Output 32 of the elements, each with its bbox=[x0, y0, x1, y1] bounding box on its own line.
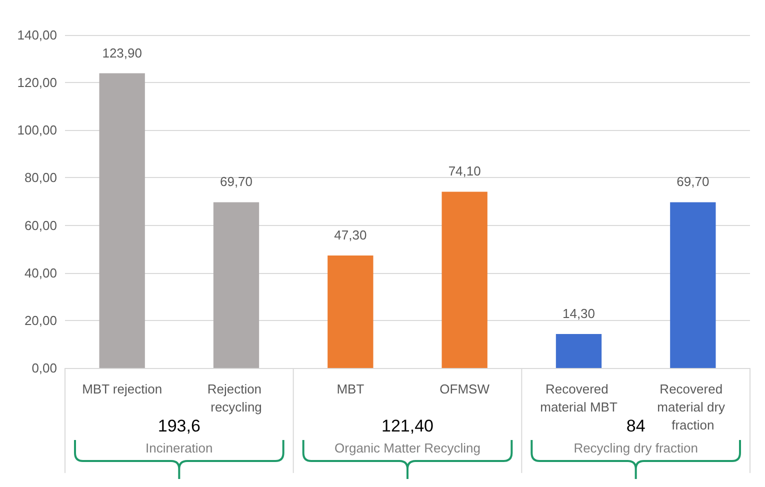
data-label: 47,30 bbox=[334, 227, 367, 242]
data-label: 69,70 bbox=[676, 174, 710, 190]
y-tick-label: 100,00 bbox=[17, 122, 57, 138]
data-label: 14,30 bbox=[562, 306, 596, 321]
x-tick-label: MBT rejection bbox=[82, 382, 162, 396]
x-tick-label: Rejection recycling bbox=[207, 382, 266, 414]
text: Recycling dry fraction bbox=[574, 440, 698, 456]
y-tick-label: 20,00 bbox=[24, 312, 57, 328]
text: Organic Matter Recycling bbox=[334, 440, 480, 456]
bar bbox=[670, 202, 716, 368]
bar bbox=[213, 202, 260, 368]
y-tick-label: 60,00 bbox=[24, 218, 57, 233]
x-tick-label: Recovered material MBT bbox=[540, 382, 618, 414]
y-tick-label: 140,00 bbox=[17, 28, 57, 42]
data-label: 74,10 bbox=[448, 164, 481, 179]
bar bbox=[328, 255, 374, 368]
x-tick-label: OFMSW bbox=[440, 382, 490, 396]
data-label: 69,70 bbox=[220, 174, 253, 190]
x-tick-label: Recovered material dry fraction bbox=[657, 382, 729, 432]
y-tick-label: 120,00 bbox=[17, 75, 57, 90]
data-label: 123,90 bbox=[102, 45, 142, 60]
text: Incineration bbox=[146, 440, 213, 456]
y-tick-label: 40,00 bbox=[24, 265, 57, 280]
bar bbox=[556, 334, 602, 368]
y-tick-label: 0,00 bbox=[32, 360, 57, 376]
bar bbox=[99, 73, 145, 368]
text: 193,6 bbox=[158, 416, 200, 436]
text: 121,40 bbox=[382, 416, 434, 436]
x-tick-label: MBT bbox=[336, 382, 364, 396]
bar bbox=[442, 192, 488, 368]
y-tick-label: 80,00 bbox=[24, 170, 57, 186]
text: 84 bbox=[626, 416, 646, 436]
